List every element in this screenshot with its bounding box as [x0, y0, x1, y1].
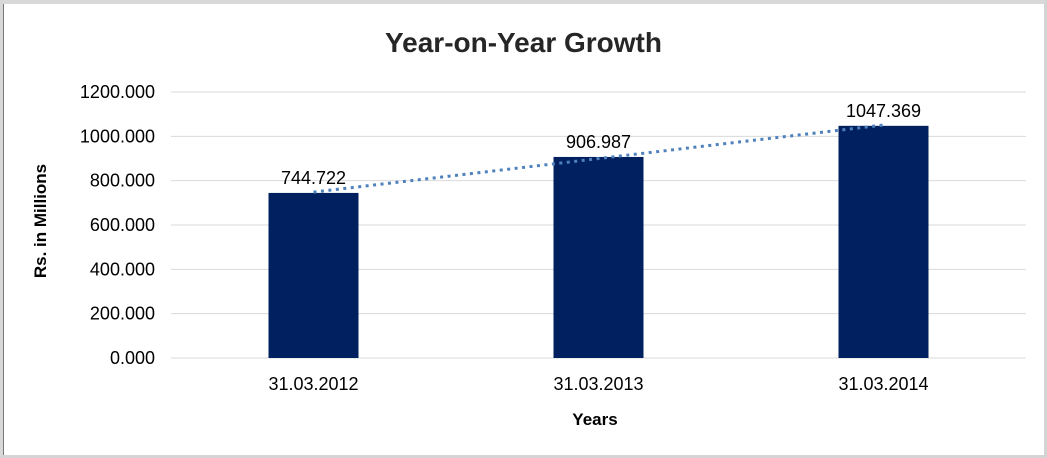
- y-tick-label: 600.000: [90, 215, 155, 235]
- bar: [838, 125, 929, 358]
- x-tick-label: 31.03.2014: [838, 374, 928, 394]
- x-tick-label: 31.03.2013: [553, 374, 643, 394]
- y-tick-label: 1200.000: [80, 82, 155, 102]
- bar-value-label: 1047.369: [846, 101, 921, 121]
- y-tick-label: 400.000: [90, 259, 155, 279]
- y-tick-label: 800.000: [90, 171, 155, 191]
- y-tick-label: 0.000: [110, 348, 155, 368]
- trendline: [313, 123, 884, 194]
- chart-title: Year-on-Year Growth: [385, 27, 662, 58]
- bar-value-label: 744.722: [281, 168, 346, 188]
- bar-chart-canvas: 0.000 200.000 400.000 600.000 800.000 1000.00…: [80, 82, 1026, 394]
- y-tick-label: 200.000: [90, 304, 155, 324]
- frame-left-edge: [3, 4, 4, 455]
- x-axis-title: Years: [572, 410, 618, 429]
- bar-value-label: 906.987: [566, 132, 631, 152]
- x-tick-label: 31.03.2012: [268, 374, 358, 394]
- bar: [268, 192, 359, 358]
- y-tick-label: 1000.000: [80, 126, 155, 146]
- bar: [553, 156, 644, 358]
